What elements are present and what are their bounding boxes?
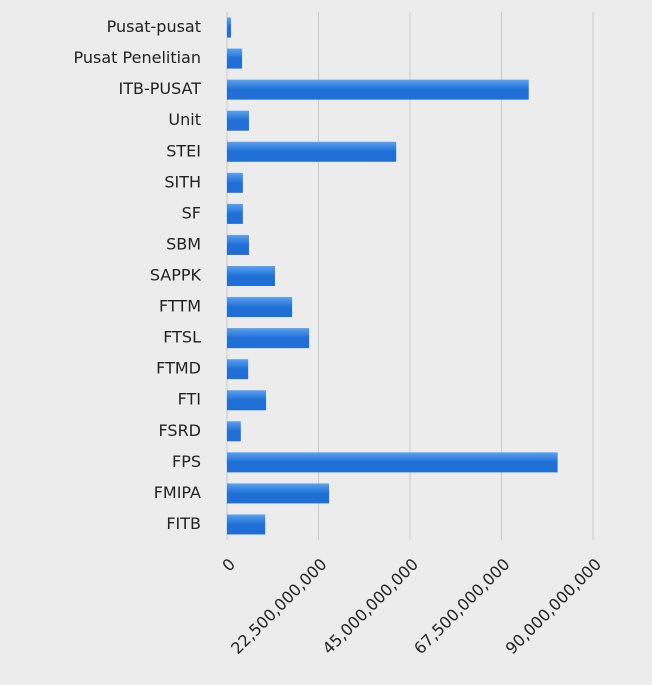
- bar: [227, 266, 275, 286]
- x-tick-label: 67,500,000,000: [410, 555, 513, 658]
- y-tick-label: Pusat-pusat: [107, 17, 201, 36]
- bar: [227, 514, 266, 535]
- x-tick-label: 45,000,000,000: [319, 555, 422, 658]
- bar: [227, 110, 249, 131]
- bar: [227, 359, 249, 380]
- y-tick-label: SF: [182, 203, 201, 222]
- y-tick-label: FTMD: [156, 359, 201, 378]
- bar: [227, 203, 243, 224]
- y-tick-label: FTI: [178, 390, 201, 409]
- bar: [227, 17, 232, 38]
- y-tick-label: FSRD: [158, 421, 201, 440]
- y-tick-label: ITB-PUSAT: [118, 79, 201, 98]
- bar: [227, 141, 397, 162]
- bar: [227, 48, 243, 69]
- y-tick-label: FMIPA: [154, 483, 201, 502]
- bar: [227, 421, 241, 442]
- bar: [227, 234, 249, 255]
- bar: [227, 328, 310, 349]
- y-tick-label: FPS: [172, 452, 201, 471]
- y-tick-label: FTSL: [163, 328, 201, 347]
- bar: [227, 172, 243, 193]
- y-tick-label: FTTM: [159, 297, 201, 316]
- bar: [227, 483, 330, 504]
- y-tick-label: SBM: [166, 234, 201, 253]
- y-tick-label: SITH: [164, 172, 201, 191]
- bar: [227, 297, 293, 318]
- bar: [227, 452, 558, 473]
- x-tick-label: 22,500,000,000: [227, 555, 330, 658]
- y-tick-label: SAPPK: [150, 266, 202, 285]
- y-tick-label: Unit: [168, 110, 201, 129]
- x-tick-label: 0: [218, 555, 239, 576]
- y-tick-label: FITB: [166, 514, 201, 533]
- x-tick-label: 90,000,000,000: [502, 555, 605, 658]
- y-tick-label: Pusat Penelitian: [74, 48, 201, 67]
- bar: [227, 390, 267, 411]
- bar: [227, 79, 529, 100]
- y-tick-label: STEI: [166, 141, 201, 160]
